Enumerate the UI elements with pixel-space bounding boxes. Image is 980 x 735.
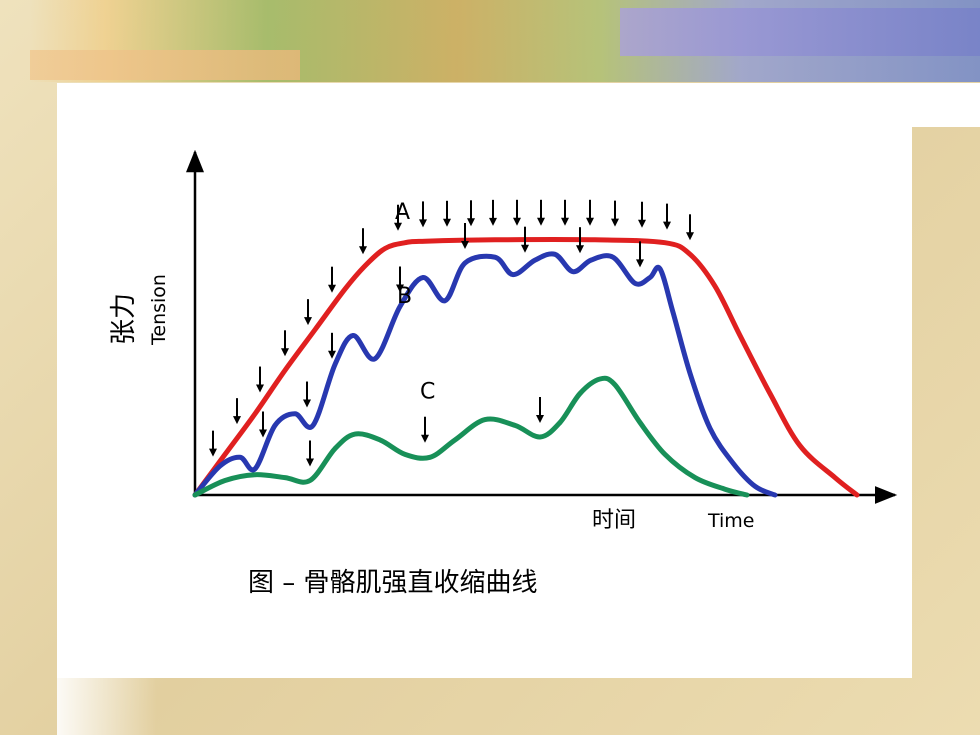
stimulus-arrow-a <box>256 366 264 393</box>
header-banner-image <box>620 8 980 56</box>
stimulus-arrow-a <box>467 200 475 227</box>
stimulus-arrow-a <box>443 200 451 227</box>
stimulus-arrow-a <box>328 266 336 293</box>
stimulus-arrow-b <box>396 266 404 293</box>
stimulus-arrow-c <box>536 397 544 423</box>
stimulus-arrow-a <box>281 330 289 357</box>
stimulus-arrow-a <box>394 204 402 231</box>
stimulus-arrow-a <box>611 200 619 227</box>
stimulus-arrow-a <box>537 199 545 226</box>
stimulus-arrow-a <box>686 214 694 241</box>
bottom-fade <box>57 678 157 735</box>
stimulus-arrow-b <box>461 223 469 249</box>
series-label-c: C <box>420 380 435 405</box>
series-c-line <box>192 375 750 498</box>
stimulus-arrow-b <box>259 411 267 438</box>
ylabel-cn: 张力 <box>109 293 139 345</box>
ylabel-en: Tension <box>148 274 170 346</box>
stimulus-arrow-a <box>359 228 367 255</box>
stimulus-arrow-a <box>638 201 646 228</box>
stimulus-arrow-c <box>421 416 429 443</box>
stimulus-arrow-a <box>209 430 217 457</box>
stimulus-arrow-b <box>636 241 644 268</box>
stimulus-arrow-a <box>233 398 241 425</box>
stimulus-arrow-a <box>489 199 497 226</box>
stimulus-arrow-b <box>328 332 336 359</box>
chart-title: 图 – 骨骼肌强直收缩曲线 <box>248 568 538 598</box>
series-label-b: B <box>397 284 412 309</box>
xlabel-en: Time <box>707 510 755 532</box>
stimulus-arrow-a <box>663 203 671 230</box>
stimulus-arrow-a <box>586 199 594 226</box>
series-b-line <box>192 251 778 498</box>
stimulus-arrow-b <box>303 381 311 408</box>
stimulus-arrow-b <box>576 227 584 254</box>
header-banner-strip <box>30 50 300 80</box>
stimulus-arrow-a <box>561 199 569 226</box>
stimulus-arrow-c <box>306 440 314 467</box>
xlabel-cn: 时间 <box>592 508 636 533</box>
stimulus-arrow-a <box>419 201 427 228</box>
series-label-a: A <box>395 200 410 225</box>
series-a-line <box>192 237 860 498</box>
stimulus-arrow-a <box>304 299 312 326</box>
stimulus-arrow-a <box>513 199 521 226</box>
stimulus-arrow-b <box>521 226 529 253</box>
slide-tab <box>912 83 980 127</box>
slide-panel <box>57 83 912 678</box>
